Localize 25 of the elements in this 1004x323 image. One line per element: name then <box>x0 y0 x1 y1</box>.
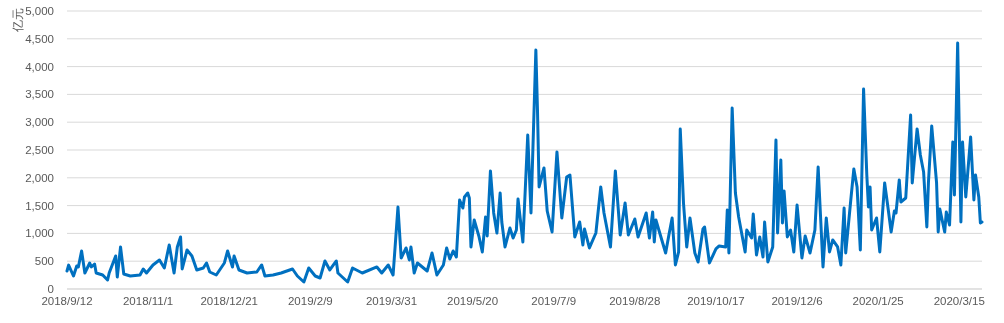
x-tick-label: 2019/10/17 <box>687 295 745 307</box>
x-tick-label: 2019/8/28 <box>609 295 661 307</box>
y-tick-label: 3,000 <box>25 116 54 129</box>
x-tick-label: 2018/9/12 <box>41 295 93 307</box>
line-series <box>65 41 984 284</box>
x-tick-label: 2019/3/31 <box>365 295 418 307</box>
y-tick-label: 5,000 <box>25 5 54 17</box>
y-tick-label: 0 <box>47 283 54 295</box>
x-tick-label: 2020/3/15 <box>933 295 985 307</box>
x-tick-label: 2019/2/9 <box>287 295 333 307</box>
x-tick-label: 2018/12/21 <box>200 295 259 307</box>
y-tick-label: 500 <box>34 255 54 268</box>
x-tick-label: 2019/12/6 <box>771 295 823 307</box>
x-tick-label: 2019/7/9 <box>531 295 577 307</box>
y-tick-label: 4,500 <box>25 32 54 45</box>
y-tick-label: 4,000 <box>25 60 54 73</box>
x-tick-label: 2020/1/25 <box>852 295 904 307</box>
y-tick-label: 1,500 <box>25 199 54 212</box>
y-tick-label: 2,000 <box>25 171 54 184</box>
x-tick-label: 2018/11/1 <box>122 295 174 307</box>
y-tick-label: 3,500 <box>25 88 54 101</box>
x-tick-label: 2019/5/20 <box>447 295 499 307</box>
y-tick-label: 1,000 <box>25 227 54 240</box>
y-tick-label: 2,500 <box>25 144 54 156</box>
y-axis-title: 亿元 <box>11 8 25 33</box>
